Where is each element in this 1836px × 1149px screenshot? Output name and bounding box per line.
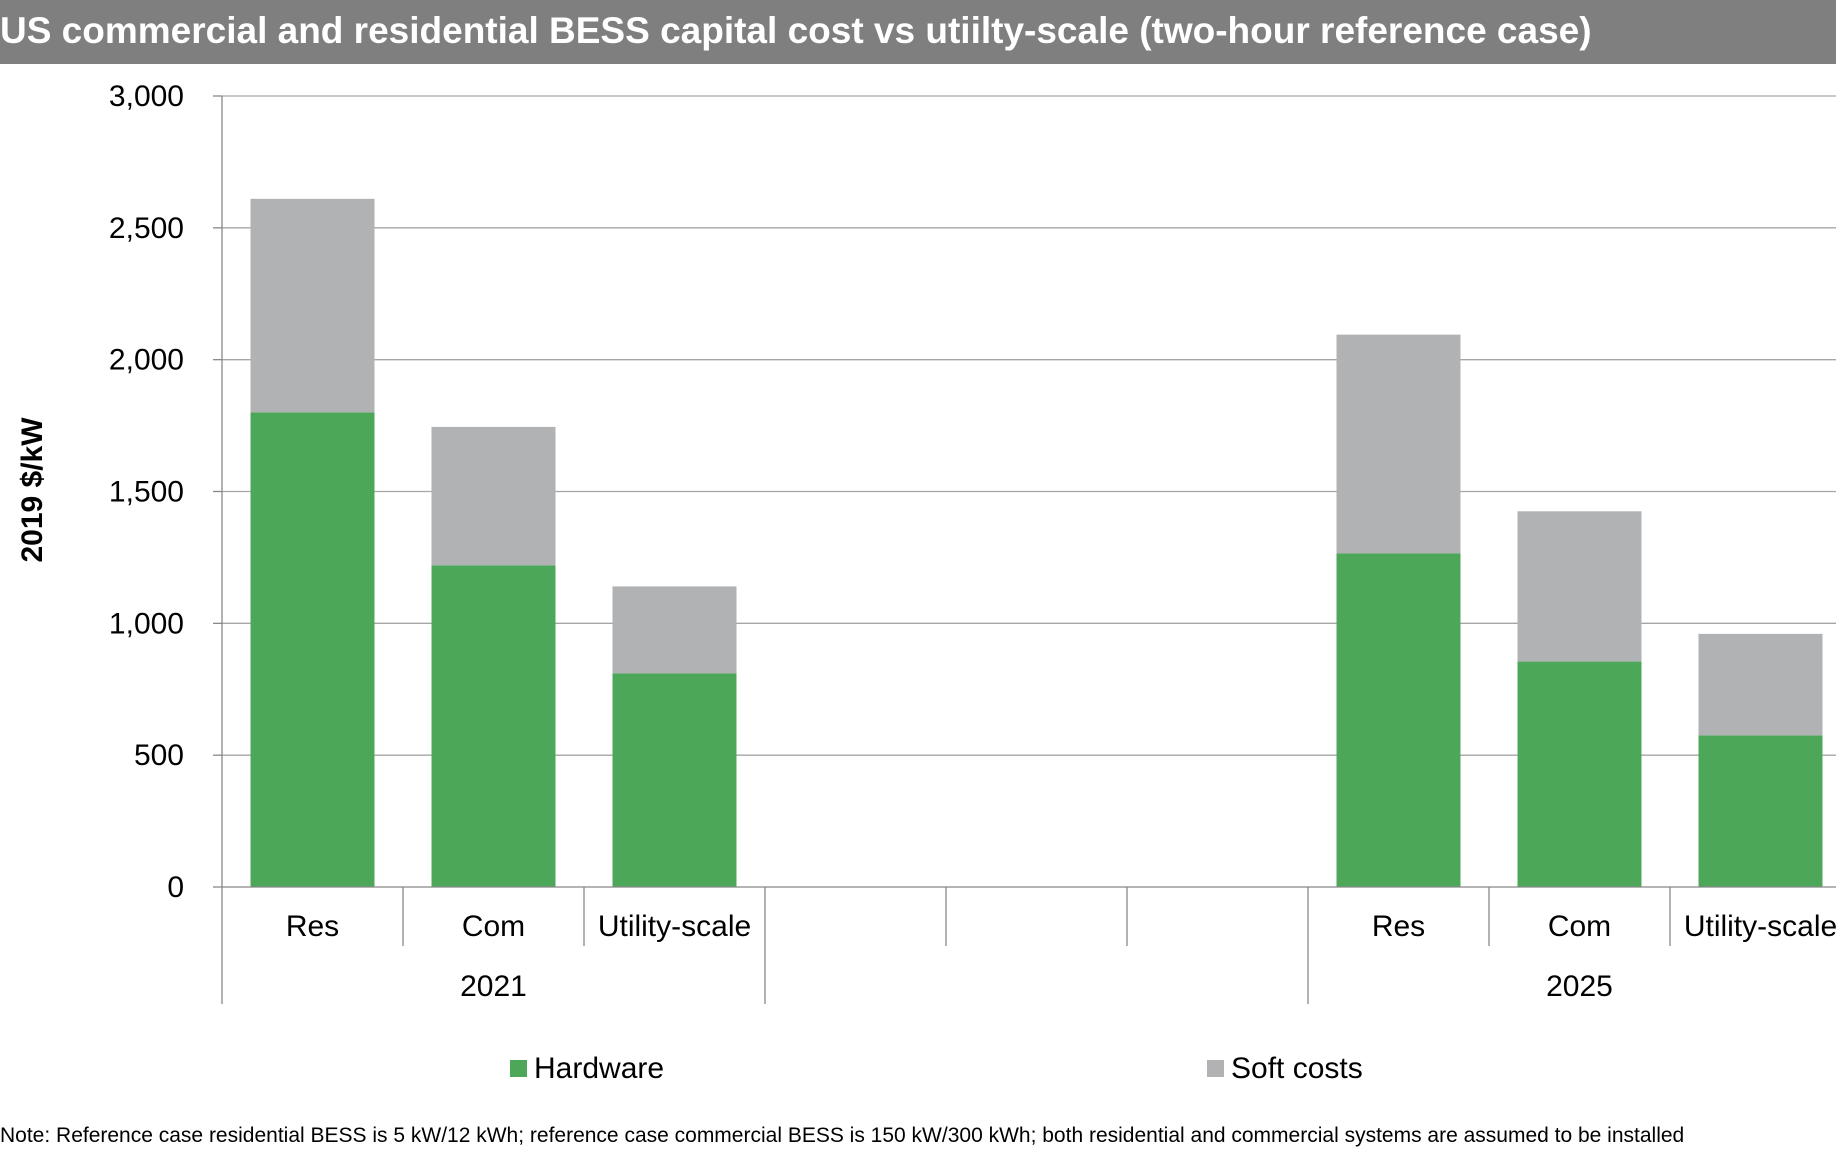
bar-soft-costs: [431, 426, 556, 566]
legend-swatch: [510, 1060, 527, 1077]
legend-label: Soft costs: [1231, 1052, 1363, 1085]
category-label: Utility-scale: [598, 910, 751, 943]
category-label: Utility-scale: [1684, 910, 1836, 943]
bar-soft-costs: [1336, 334, 1461, 554]
category-label: Res: [286, 910, 339, 943]
y-axis-title: 2019 $/kW: [16, 417, 49, 563]
category-label: Com: [1548, 910, 1611, 943]
legend-swatch: [1207, 1060, 1224, 1077]
legend-label: Hardware: [534, 1052, 664, 1085]
bar-soft-costs: [250, 198, 375, 413]
bar-hardware: [1336, 553, 1461, 887]
group-label: 2021: [460, 970, 527, 1003]
bar-hardware: [250, 412, 375, 887]
bar-hardware: [1517, 661, 1642, 887]
y-tick-label: 1,500: [109, 476, 184, 509]
footnote: Note: Reference case residential BESS is…: [0, 1124, 1685, 1147]
category-label: Res: [1372, 910, 1425, 943]
category-label: Com: [462, 910, 525, 943]
bar-hardware: [431, 565, 556, 887]
bar-hardware: [612, 673, 737, 887]
legend: Hardware Soft costs: [510, 1052, 1363, 1085]
y-tick-label: 2,000: [109, 344, 184, 377]
bar-hardware: [1698, 735, 1823, 887]
y-tick-label: 500: [134, 739, 184, 772]
bar-chart: 0 500 1,000 1,500 2,000 2,500 3,000 2019 $/kW Re…: [16, 80, 1836, 1085]
axes: [213, 95, 1836, 1004]
y-tick-label: 1,000: [109, 607, 184, 640]
y-tick-label: 2,500: [109, 212, 184, 245]
axis-labels: 0 500 1,000 1,500 2,000 2,500 3,000 2019 $/kW Re…: [16, 80, 1836, 1003]
y-tick-label: 3,000: [109, 80, 184, 113]
bars: [250, 198, 1823, 887]
chart-title: US commercial and residential BESS capit…: [0, 0, 1836, 64]
bar-soft-costs: [1698, 633, 1823, 736]
y-tick-label: 0: [167, 871, 184, 904]
group-label: 2025: [1546, 970, 1613, 1003]
bar-soft-costs: [612, 586, 737, 674]
bar-soft-costs: [1517, 511, 1642, 662]
